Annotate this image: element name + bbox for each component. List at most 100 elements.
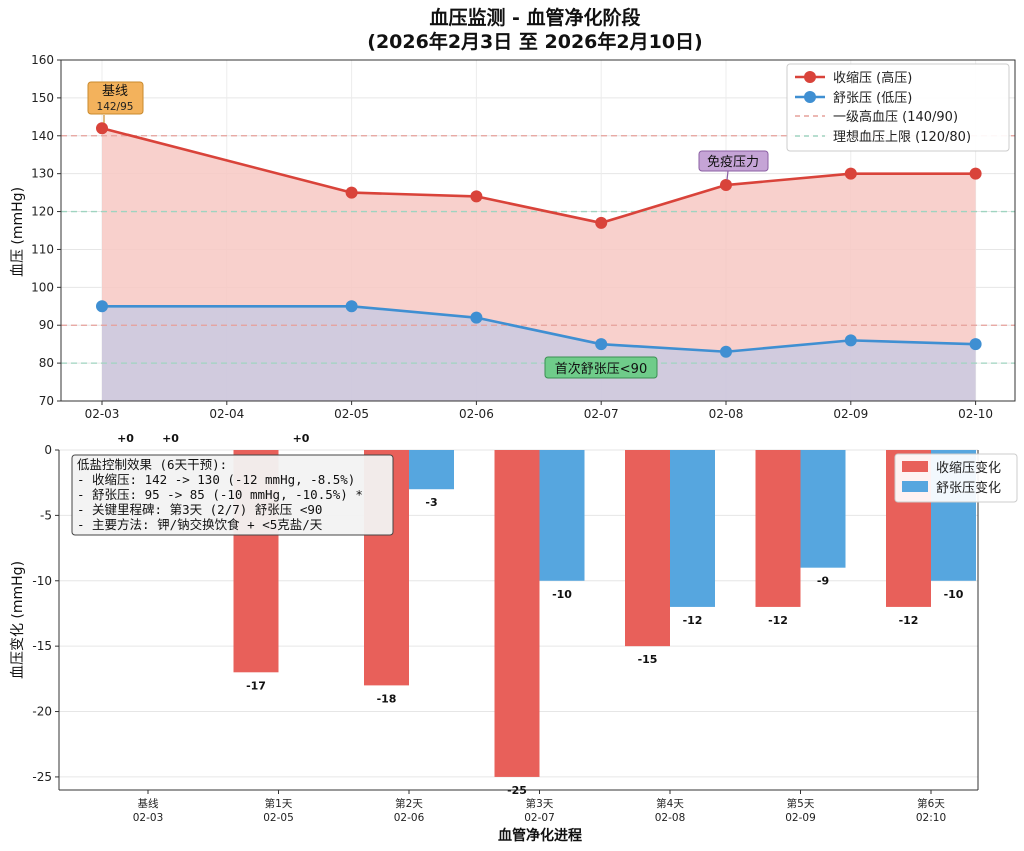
legend-ideal-label: 理想血压上限 (120/80)	[833, 129, 971, 145]
summary-line-1: - 收缩压: 142 -> 130 (-12 mmHg, -8.5%)	[77, 472, 355, 487]
systolic-point	[345, 186, 358, 199]
bottom-legend: 收缩压变化 舒张压变化	[894, 453, 1018, 503]
legend-diastolic-change-swatch	[902, 481, 928, 492]
top-x-tick-label: 02-05	[334, 407, 369, 421]
chart-title: 血压监测 - 血管净化阶段	[429, 6, 641, 29]
top-y-ticks: 70 80 90 100 110 120 130 140 150 160	[31, 53, 61, 408]
summary-line-0: 低盐控制效果 (6天干预):	[77, 457, 227, 472]
top-legend-box	[786, 63, 1010, 152]
diastolic-point	[969, 338, 982, 351]
annotation-immune-box	[698, 150, 769, 172]
systolic-point	[595, 216, 608, 229]
bottom-x-tick-date-label: 02:10	[916, 812, 946, 824]
top-y-tick-label: 80	[39, 356, 54, 370]
bottom-x-tick-day-label: 第4天	[656, 797, 684, 810]
bottom-x-tick-day-label: 基线	[138, 797, 159, 810]
annotation-baseline: 基线 142/95	[87, 81, 144, 123]
diastolic-change-value-label: -3	[425, 496, 437, 509]
diastolic-change-value-label: -10	[944, 588, 964, 601]
top-x-tick-label: 02-09	[833, 407, 868, 421]
systolic-point	[470, 190, 483, 203]
diastolic-change-bar	[539, 450, 585, 581]
bottom-x-tick-day-label: 第1天	[265, 797, 293, 810]
bottom-x-tick-date-label: 02-03	[133, 812, 164, 824]
legend-systolic-change-swatch	[902, 461, 928, 472]
legend-stage1-label: 一级高血压 (140/90)	[833, 109, 958, 125]
diastolic-point	[720, 345, 732, 358]
diastolic-change-value-label: -12	[683, 614, 703, 627]
top-y-axis-label: 血压 (mmHg)	[10, 187, 26, 277]
legend-systolic-change-label: 收缩压变化	[936, 460, 1001, 476]
systolic-area-fill	[102, 128, 976, 352]
diastolic-point	[470, 311, 483, 324]
chart-subtitle: (2026年2月3日 至 2026年2月10日)	[367, 30, 702, 53]
diastolic-change-bar	[800, 450, 846, 568]
diastolic-point	[345, 300, 358, 313]
bottom-x-tick-date-label: 02-05	[263, 812, 294, 824]
bottom-x-tick-date-label: 02-09	[785, 812, 816, 824]
annotation-baseline-box	[87, 81, 144, 115]
top-y-tick-label: 70	[39, 394, 54, 408]
systolic-change-value-label: -18	[377, 692, 397, 705]
top-y-tick-label: 100	[31, 280, 54, 294]
summary-line-3: - 关键里程碑: 第3天 (2/7) 舒张压 <90	[77, 502, 322, 517]
diastolic-change-value-label: +0	[293, 432, 310, 445]
annotation-baseline-title: 基线	[102, 84, 128, 99]
bottom-y-tick-label: 0	[44, 443, 52, 457]
legend-diastolic-change-label: 舒张压变化	[936, 480, 1001, 496]
annotation-immune-title: 免疫压力	[707, 154, 759, 170]
legend-systolic-marker	[804, 71, 816, 83]
summary-line-4: - 主要方法: 钾/钠交换饮食 + <5克盐/天	[77, 517, 323, 532]
bottom-y-tick-label: -20	[32, 705, 52, 719]
diastolic-area-fill	[102, 306, 976, 401]
top-x-tick-label: 02-08	[709, 407, 744, 421]
top-x-tick-label: 02-07	[584, 407, 619, 421]
systolic-point	[844, 167, 857, 180]
diastolic-change-bar	[670, 450, 715, 607]
systolic-point	[96, 122, 108, 135]
top-x-tick-label: 02-06	[459, 407, 494, 421]
top-y-tick-label: 90	[39, 318, 54, 332]
annotation-milestone: 首次舒张压<90	[544, 356, 658, 379]
annotation-immune-arrow	[726, 170, 729, 181]
systolic-point	[969, 167, 982, 180]
systolic-change-value-label: +0	[117, 432, 134, 445]
systolic-change-value-label: -12	[899, 614, 919, 627]
bottom-y-ticks: 0 -5 -10 -15 -20 -25	[32, 443, 59, 784]
top-x-tick-label: 02-03	[85, 407, 120, 421]
legend-systolic-label: 收缩压 (高压)	[833, 70, 912, 86]
systolic-change-value-label: -17	[246, 679, 266, 692]
bottom-x-tick-date-label: 02-06	[394, 812, 425, 824]
diastolic-change-value-label: -9	[817, 575, 829, 588]
diastolic-point	[595, 338, 608, 351]
top-y-tick-label: 130	[31, 167, 54, 181]
diastolic-change-value-label: -10	[552, 588, 572, 601]
bottom-x-tick-date-label: 02-08	[655, 812, 686, 824]
summary-line-2: - 舒张压: 95 -> 85 (-10 mmHg, -10.5%) *	[77, 487, 363, 502]
top-x-tick-label: 02-04	[209, 407, 244, 421]
bottom-x-tick-day-label: 第5天	[787, 797, 815, 810]
bottom-x-tick-day-label: 第3天	[526, 797, 554, 810]
bottom-x-tick-day-label: 第2天	[395, 797, 423, 810]
annotation-baseline-value: 142/95	[97, 101, 134, 113]
top-y-tick-label: 150	[31, 91, 54, 105]
systolic-change-value-label: -15	[638, 653, 658, 666]
bottom-y-tick-label: -25	[32, 770, 52, 784]
bottom-x-tick-day-label: 第6天	[917, 797, 945, 810]
top-x-tick-label: 02-10	[958, 407, 993, 421]
systolic-change-bar	[625, 450, 670, 647]
diastolic-change-value-label: +0	[162, 432, 179, 445]
annotation-milestone-box	[544, 356, 658, 379]
summary-box: 低盐控制效果 (6天干预): - 收缩压: 142 -> 130 (-12 mm…	[71, 454, 394, 536]
legend-diastolic-marker	[804, 91, 816, 103]
bottom-x-tick-date-label: 02-07	[524, 812, 555, 824]
diastolic-change-bar	[409, 450, 454, 490]
bottom-y-tick-label: -10	[32, 574, 52, 588]
annotation-milestone-title: 首次舒张压<90	[555, 361, 647, 377]
systolic-change-bar	[755, 450, 801, 607]
summary-box-frame	[71, 454, 394, 536]
bottom-y-tick-label: -15	[32, 639, 52, 653]
top-x-ticks: 02-03 02-04 02-05 02-06 02-07 02-08 02-09 02-10	[85, 401, 993, 421]
